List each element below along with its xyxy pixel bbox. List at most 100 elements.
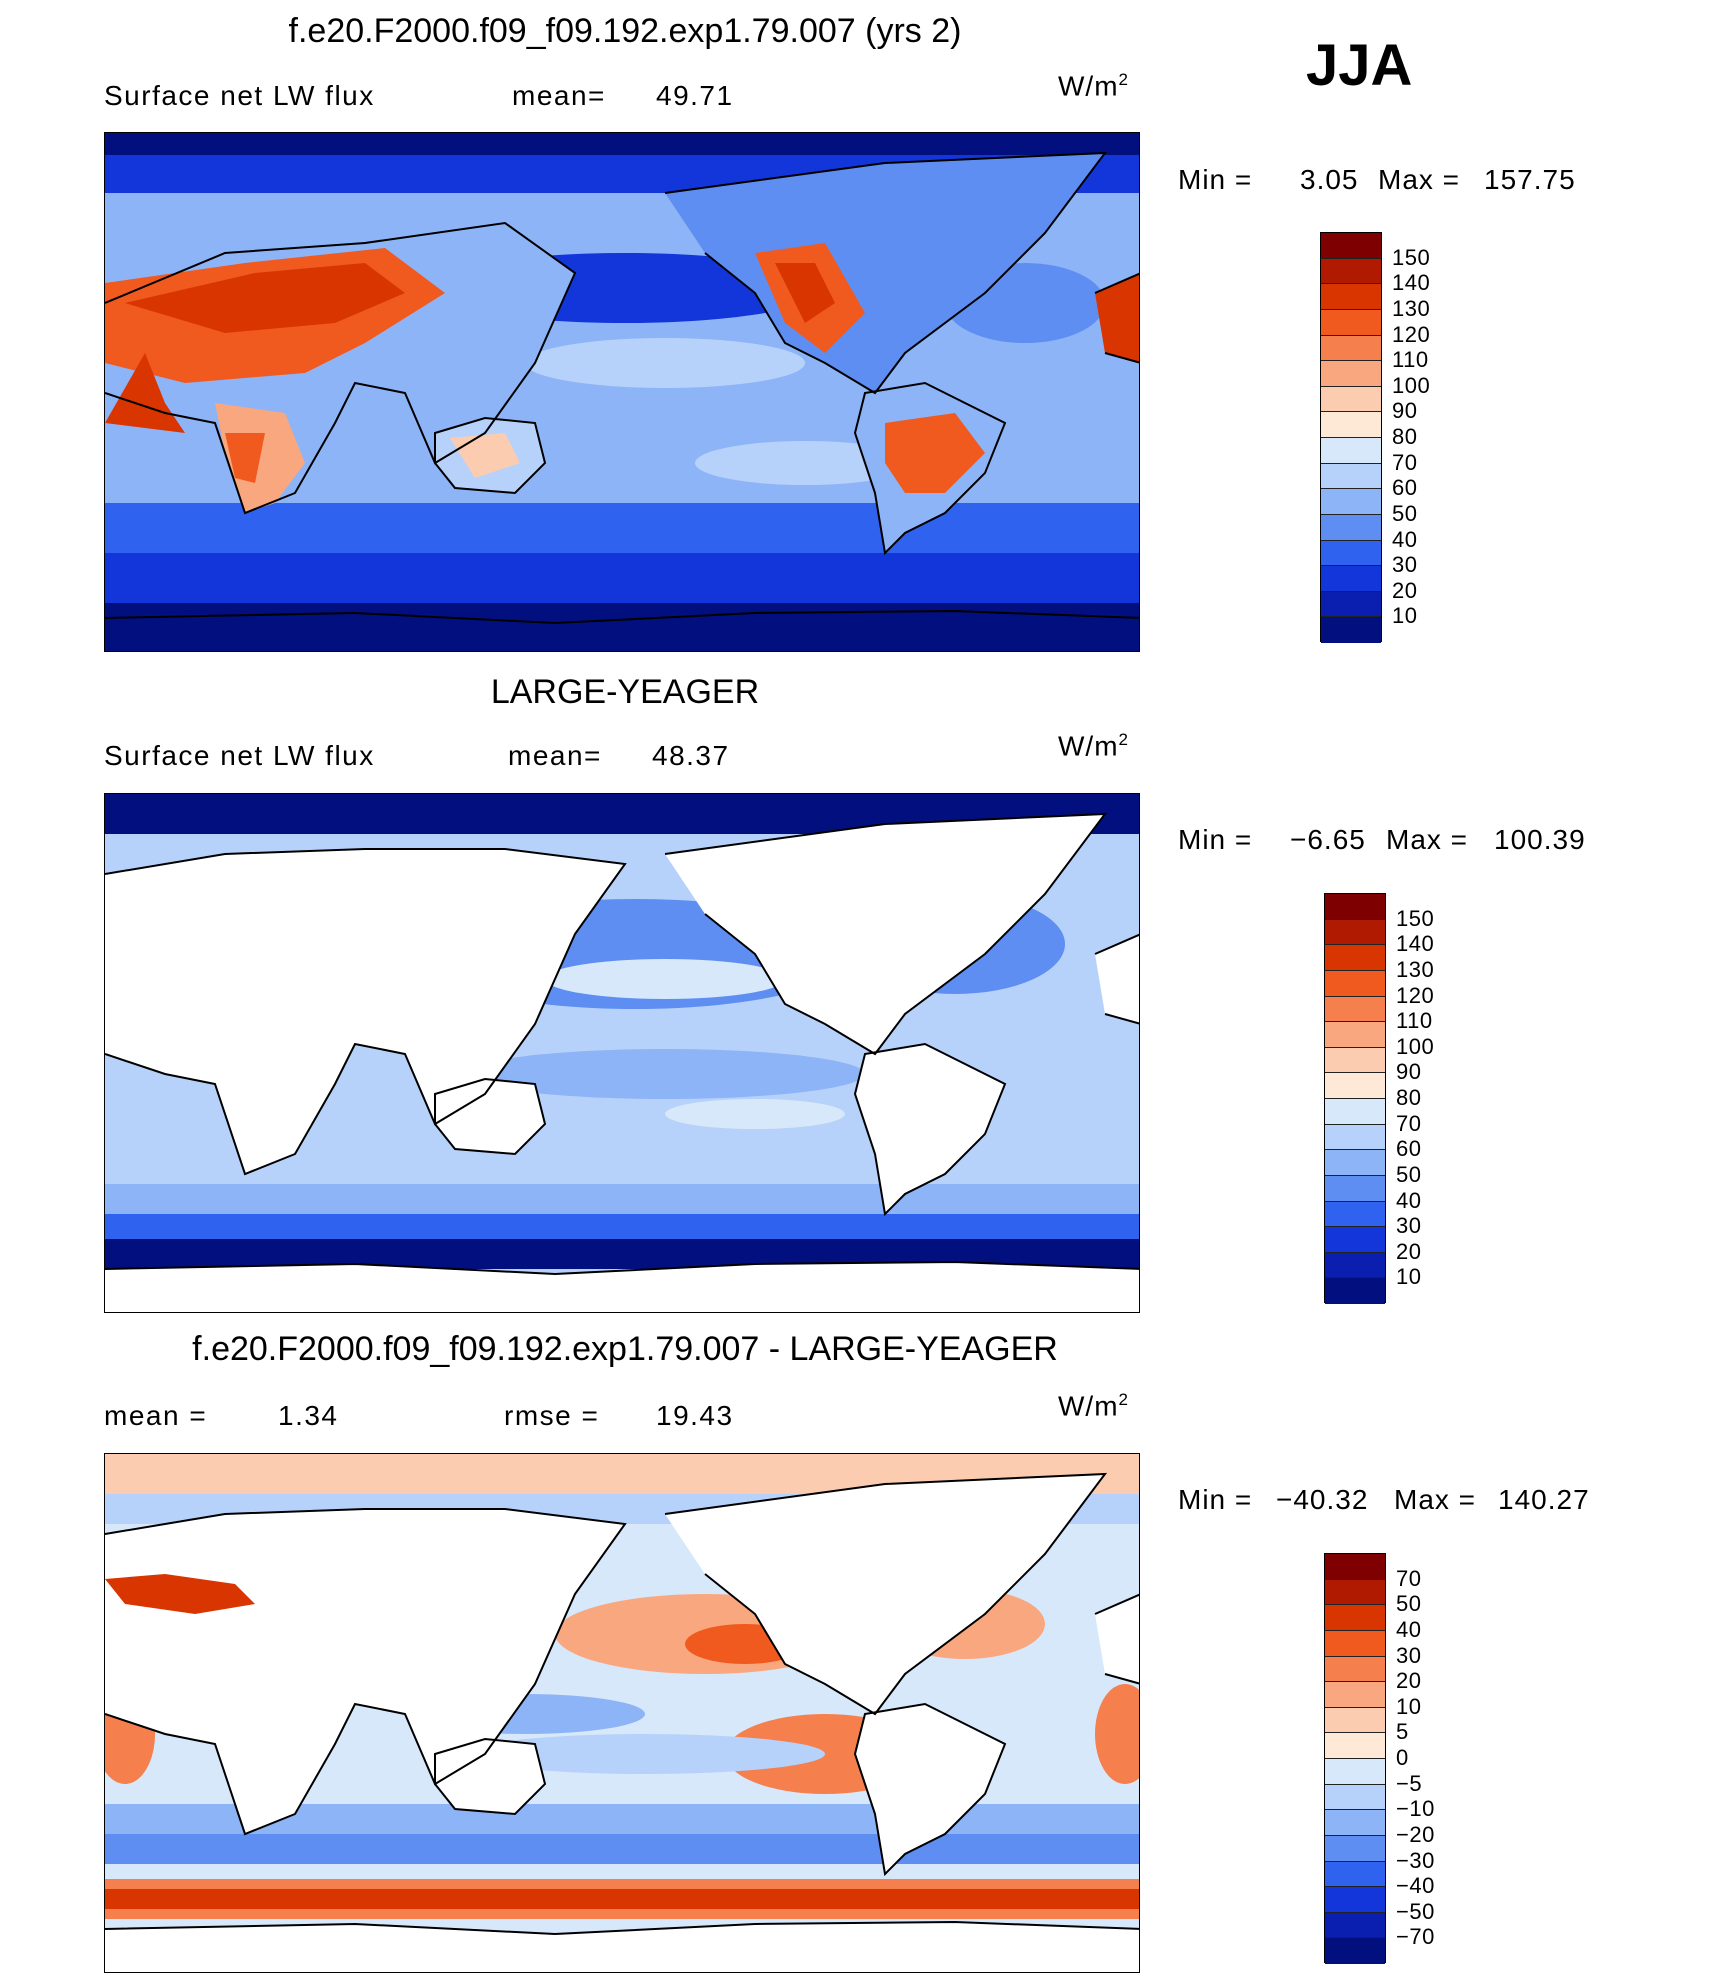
- panel1-min-label: Min =: [1178, 164, 1253, 195]
- colorbar-segment: [1321, 540, 1381, 567]
- panel2-title: LARGE-YEAGER: [490, 673, 760, 711]
- colorbar-segment: [1325, 1861, 1385, 1888]
- colorbar-tick-label: 90: [1392, 398, 1418, 424]
- colorbar-tick-label: 20: [1396, 1238, 1422, 1264]
- colorbar-segment: [1325, 1201, 1385, 1228]
- colorbar-segment: [1321, 463, 1381, 490]
- panel3-map: [104, 1453, 1140, 1973]
- south-pacific-cool: [465, 1734, 825, 1774]
- colorbar-tick-label: 10: [1396, 1264, 1422, 1290]
- colorbar-tick-label: 100: [1396, 1033, 1435, 1059]
- colorbar-segment: [1325, 1656, 1385, 1683]
- west-africa-east-edge: [1095, 273, 1139, 363]
- colorbar-segment: [1325, 1810, 1385, 1836]
- colorbar-tick-label: −30: [1396, 1847, 1435, 1873]
- colorbar-tick-label: 140: [1396, 931, 1435, 957]
- colorbar-tick-label: 110: [1392, 347, 1429, 373]
- colorbar-tick-label: 70: [1396, 1110, 1422, 1136]
- colorbar-segment: [1325, 1150, 1385, 1176]
- colorbar-segment: [1325, 1124, 1385, 1151]
- colorbar-tick-label: 40: [1396, 1616, 1422, 1642]
- colorbar-segment: [1321, 386, 1381, 413]
- panel2-mean-label: mean=: [508, 740, 602, 771]
- panel1-colorbar: [1320, 232, 1382, 643]
- panel2-min-value: −6.65: [1290, 824, 1366, 855]
- colorbar-tick-label: 130: [1392, 295, 1431, 321]
- panel3-units: W/m2: [1058, 1390, 1129, 1422]
- colorbar-segment: [1321, 617, 1381, 643]
- colorbar-segment: [1325, 1252, 1385, 1279]
- panel1-min-value: 3.05: [1300, 164, 1359, 195]
- kalahari: [225, 433, 265, 483]
- colorbar-tick-label: 150: [1392, 244, 1431, 270]
- colorbar-tick-label: 150: [1396, 905, 1435, 931]
- panel2-map: [104, 793, 1140, 1313]
- colorbar-segment: [1325, 970, 1385, 997]
- colorbar-tick-label: 30: [1396, 1213, 1422, 1239]
- colorbar-segment: [1325, 1579, 1385, 1606]
- colorbar-segment: [1321, 566, 1381, 592]
- panel3-map-svg: [105, 1454, 1139, 1972]
- panel1-variable-label: Surface net LW flux: [104, 80, 375, 111]
- panel1-map-svg: [105, 133, 1139, 651]
- colorbar-tick-label: −40: [1396, 1873, 1435, 1899]
- land-masked: [105, 1474, 1139, 1972]
- colorbar-segment: [1321, 514, 1381, 541]
- colorbar-tick-label: −20: [1396, 1821, 1435, 1847]
- arctic-core: [105, 133, 1139, 155]
- colorbar-segment: [1321, 309, 1381, 336]
- north-america-land: [665, 153, 1105, 393]
- colorbar-segment: [1325, 945, 1385, 971]
- colorbar-tick-label: 30: [1396, 1642, 1422, 1668]
- panel3-mean-label: mean =: [104, 1400, 208, 1431]
- us-southwest-core: [775, 263, 835, 323]
- colorbar-tick-label: 60: [1396, 1136, 1422, 1162]
- colorbar-segment: [1325, 1278, 1385, 1304]
- colorbar-tick-label: 50: [1396, 1161, 1422, 1187]
- colorbar-tick-label: 20: [1392, 577, 1418, 603]
- coastlines: [105, 1472, 1139, 1936]
- panel1-max-label: Max =: [1378, 164, 1461, 195]
- benguela-warm-east: [1095, 1684, 1139, 1784]
- colorbar-tick-label: 30: [1392, 552, 1418, 578]
- coastlines: [105, 151, 1139, 625]
- panel2-max-label: Max =: [1386, 824, 1469, 855]
- panel3-rmse-label: rmse =: [504, 1400, 600, 1431]
- colorbar-segment: [1325, 1227, 1385, 1253]
- colorbar-tick-label: 10: [1392, 603, 1418, 629]
- panel2-max-value: 100.39: [1494, 824, 1586, 855]
- colorbar-tick-label: −50: [1396, 1898, 1435, 1924]
- panel1-title: f.e20.F2000.f09_f09.192.exp1.79.007 (yrs…: [288, 12, 962, 50]
- equatorial-band: [465, 1049, 865, 1099]
- colorbar-tick-label: 130: [1396, 956, 1435, 982]
- colorbar-tick-label: 110: [1396, 1008, 1433, 1034]
- colorbar-tick-label: 80: [1392, 424, 1418, 449]
- season-label: JJA: [1306, 33, 1413, 98]
- mediterranean-warm: [105, 1574, 255, 1614]
- colorbar-segment: [1325, 1835, 1385, 1862]
- colorbar-segment: [1325, 1707, 1385, 1734]
- panel2-mean-value: 48.37: [652, 740, 730, 771]
- colorbar-tick-label: 90: [1396, 1059, 1422, 1085]
- colorbar-segment: [1325, 1682, 1385, 1708]
- colorbar-tick-label: 10: [1396, 1693, 1422, 1719]
- colorbar-tick-label: −10: [1396, 1796, 1435, 1822]
- colorbar-tick-label: 5: [1396, 1719, 1409, 1745]
- colorbar-tick-label: 60: [1392, 475, 1418, 501]
- colorbar-segment: [1325, 1022, 1385, 1048]
- colorbar-segment: [1321, 233, 1381, 259]
- colorbar-segment: [1325, 1047, 1385, 1074]
- colorbar-segment: [1325, 894, 1385, 920]
- colorbar-segment: [1325, 996, 1385, 1023]
- colorbar-tick-label: 40: [1396, 1187, 1422, 1213]
- panel2-units: W/m2: [1058, 730, 1129, 762]
- colorbar-segment: [1321, 412, 1381, 438]
- panel2-colorbar: [1324, 893, 1386, 1304]
- panel1-mean-value: 49.71: [656, 80, 734, 111]
- colorbar-tick-label: 70: [1392, 449, 1418, 475]
- colorbar-segment: [1325, 1938, 1385, 1964]
- colorbar-segment: [1321, 335, 1381, 362]
- panel1-units: W/m2: [1058, 70, 1129, 102]
- colorbar-tick-label: 70: [1396, 1565, 1422, 1591]
- colorbar-tick-label: 50: [1392, 500, 1418, 526]
